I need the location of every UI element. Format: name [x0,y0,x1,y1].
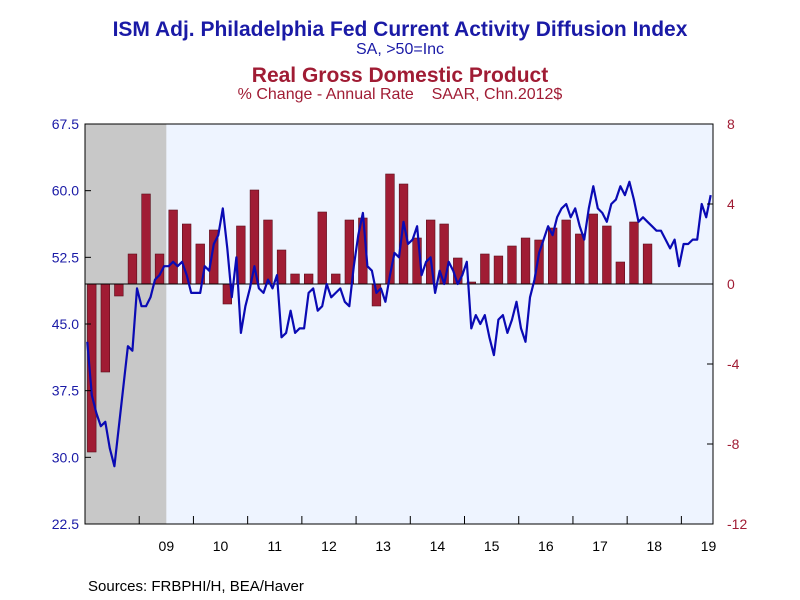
gdp-bar [331,273,341,285]
x-axis-tick-label: 09 [159,538,175,554]
right-axis-tick-label: -4 [727,356,740,372]
chart-title-right: Real Gross Domestic Product [251,64,549,87]
x-axis-tick-label: 18 [646,538,662,554]
x-axis-tick-label: 10 [213,538,229,554]
gdp-bar [100,283,110,373]
gdp-bar [303,273,314,285]
right-axis-tick-label: 8 [727,116,735,132]
x-axis-tick-label: 14 [430,538,446,554]
gdp-bar [547,227,558,285]
right-axis-tick-label: -12 [727,516,747,532]
left-axis-tick-label: 22.5 [52,516,79,532]
left-axis-tick-label: 30.0 [52,449,79,465]
left-axis-tick-label: 45.0 [52,316,79,332]
gdp-bar [615,261,625,285]
gdp-bar [493,255,504,285]
x-axis-tick-label: 15 [484,538,500,554]
gdp-bar [480,253,490,285]
left-axis-tick-label: 37.5 [52,383,79,399]
gdp-bar [561,219,571,285]
gdp-bar [629,221,639,285]
chart-subtitle-right: % Change - Annual Rate SAAR, Chn.2012$ [237,86,563,103]
gdp-bar [642,243,653,285]
x-axis-tick-label: 19 [701,538,717,554]
gdp-bar [141,193,151,285]
right-axis-tick-label: -8 [727,436,740,452]
left-axis-tick-label: 67.5 [52,116,79,132]
x-axis-tick-label: 17 [592,538,608,554]
right-axis-tick-label: 0 [727,276,735,292]
x-axis-tick-label: 13 [375,538,391,554]
chart-title-left: ISM Adj. Philadelphia Fed Current Activi… [112,18,688,41]
left-axis-tick-label: 52.5 [52,249,79,265]
gdp-bar [168,209,178,285]
gdp-bar [263,219,273,285]
activity-index-line [86,180,712,468]
source-note: Sources: FRBPHI/H, BEA/Haver [88,578,304,595]
right-axis-tick-label: 4 [727,196,735,212]
x-axis-tick-label: 16 [538,538,554,554]
x-axis-tick-label: 11 [267,538,282,554]
gdp-bar [127,253,138,285]
recession-band [85,124,167,524]
gdp-bar [588,213,598,285]
gdp-bar [276,249,287,285]
gdp-bar [507,245,517,285]
gdp-bar [575,233,585,285]
gdp-bar [385,173,395,285]
gdp-bar [520,237,531,285]
gdp-bar [602,225,612,285]
chart-subtitle-left: SA, >50=Inc [355,41,445,58]
gdp-bar [317,211,327,285]
left-axis-tick-label: 60.0 [52,183,79,199]
gdp-bar [114,283,124,297]
x-axis-tick-label: 12 [321,538,337,554]
gdp-bar [371,283,382,307]
gdp-bar [290,273,300,285]
